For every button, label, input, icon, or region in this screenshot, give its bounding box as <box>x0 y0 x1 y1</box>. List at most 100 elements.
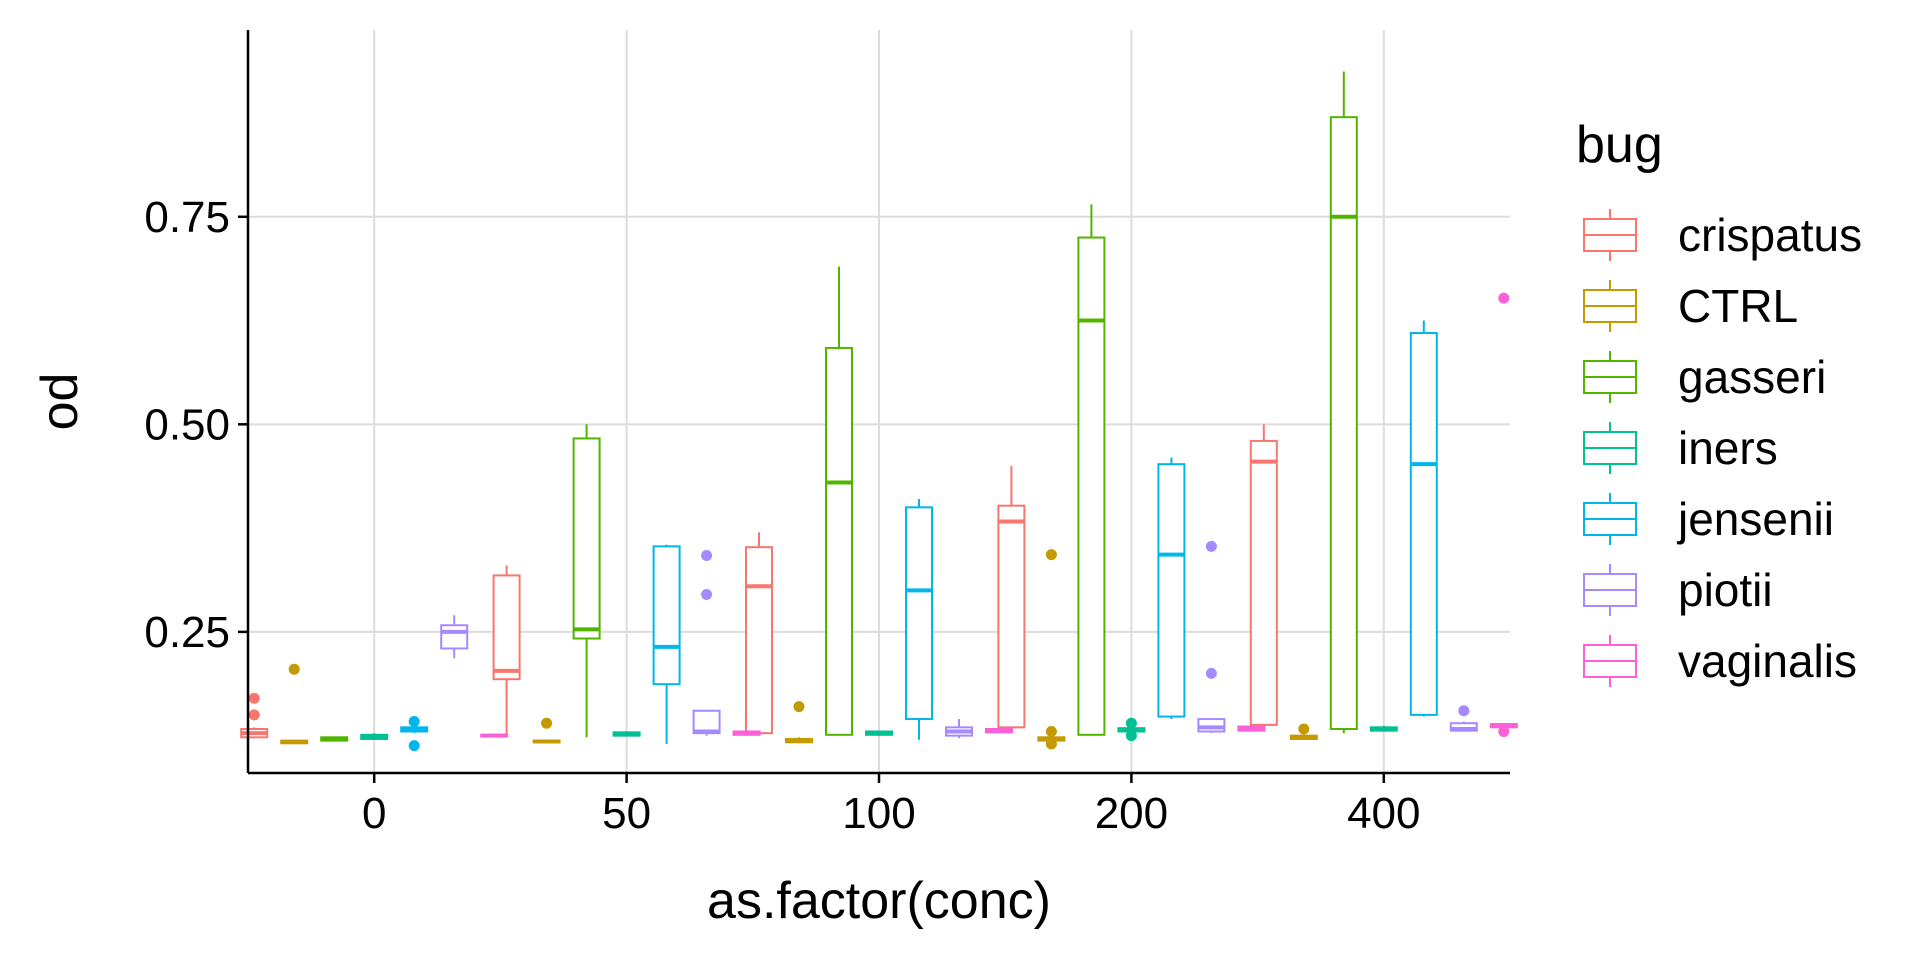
outlier-point <box>1498 292 1510 304</box>
outlier-point <box>248 692 260 704</box>
box-iners-0 <box>360 733 389 740</box>
box-iqr <box>745 546 773 735</box>
outlier-point <box>1458 705 1470 717</box>
x-tick-label: 0 <box>362 789 386 838</box>
legend-item-piotii: piotii <box>1583 564 1773 616</box>
box-iqr <box>1157 463 1186 718</box>
box-iqr <box>652 545 681 686</box>
box-CTRL-200 <box>1037 549 1066 750</box>
box-gasseri-200 <box>1077 204 1106 736</box>
series-vaginalis <box>480 292 1518 738</box>
box-iqr <box>1409 332 1438 716</box>
y-tick-label: 0.50 <box>144 400 230 449</box>
box-vaginalis-50 <box>732 729 761 736</box>
box-jensenii-50 <box>652 544 681 744</box>
box-iqr <box>572 437 601 640</box>
legend-item-gasseri: gasseri <box>1583 351 1826 403</box>
outlier-point <box>1205 667 1217 679</box>
outlier-point <box>248 709 260 721</box>
box-iqr <box>1077 236 1106 736</box>
legend-label: CTRL <box>1678 280 1798 332</box>
legend-label: piotii <box>1678 564 1773 616</box>
legend-label: gasseri <box>1678 351 1826 403</box>
box-iqr <box>440 624 469 650</box>
series-CTRL <box>280 549 1318 750</box>
outlier-point <box>1298 723 1310 735</box>
outlier-point <box>1498 725 1510 737</box>
box-iners-100 <box>865 730 893 736</box>
legend: crispatus CTRL gasseri iners jensenii piotii v… <box>1583 209 1862 687</box>
box-iqr <box>997 504 1026 729</box>
x-tick-label: 200 <box>1095 789 1168 838</box>
outlier-point <box>408 716 420 728</box>
outlier-point <box>1125 717 1137 729</box>
outlier-point <box>1125 730 1137 742</box>
box-iqr <box>1329 116 1358 731</box>
series-iners <box>360 717 1398 742</box>
box-iqr <box>1249 439 1278 726</box>
legend-item-iners: iners <box>1583 422 1778 474</box>
box-CTRL-0 <box>280 663 309 745</box>
box-piotii-50 <box>692 549 721 736</box>
box-vaginalis-0 <box>480 733 509 738</box>
box-piotii-0 <box>440 615 469 659</box>
series-piotii <box>440 540 1478 739</box>
box-jensenii-400 <box>1409 320 1438 717</box>
outlier-point <box>541 717 553 729</box>
box-iqr <box>1197 718 1226 733</box>
box-series <box>240 71 1518 752</box>
legend-item-CTRL: CTRL <box>1583 280 1798 332</box>
outlier-point <box>1045 738 1057 750</box>
legend-label: crispatus <box>1678 209 1862 261</box>
outlier-point <box>1045 725 1057 737</box>
box-gasseri-0 <box>320 736 349 742</box>
legend-label: iners <box>1678 422 1778 474</box>
outlier-point <box>408 740 420 752</box>
outlier-point <box>701 589 713 601</box>
box-CTRL-100 <box>785 701 813 744</box>
box-iners-400 <box>1369 725 1398 732</box>
y-tick-label: 0.75 <box>144 193 230 242</box>
box-iqr <box>905 506 933 721</box>
box-crispatus-50 <box>492 565 521 738</box>
box-gasseri-400 <box>1329 71 1358 734</box>
box-jensenii-200 <box>1157 457 1186 720</box>
box-gasseri-50 <box>572 424 601 738</box>
legend-label: vaginalis <box>1678 635 1857 687</box>
legend-item-jensenii: jensenii <box>1583 493 1834 545</box>
legend-title: bug <box>1576 116 1663 174</box>
outlier-point <box>701 549 713 561</box>
legend-label: jensenii <box>1676 493 1834 545</box>
box-piotii-100 <box>945 719 973 739</box>
box-CTRL-50 <box>532 717 561 744</box>
box-crispatus-400 <box>1249 424 1278 726</box>
box-CTRL-400 <box>1289 723 1318 740</box>
y-tick-label: 0.25 <box>144 608 230 657</box>
outlier-point <box>288 663 300 675</box>
x-tick-label: 100 <box>842 789 915 838</box>
x-tick-label: 400 <box>1347 789 1420 838</box>
box-iqr <box>492 574 521 681</box>
legend-item-crispatus: crispatus <box>1583 209 1862 261</box>
box-jensenii-0 <box>400 716 429 752</box>
box-gasseri-100 <box>825 266 853 736</box>
series-crispatus <box>240 424 1278 739</box>
legend-item-vaginalis: vaginalis <box>1583 635 1857 687</box>
outlier-point <box>793 701 805 713</box>
series-gasseri <box>320 71 1358 742</box>
outlier-point <box>1045 549 1057 561</box>
box-piotii-200 <box>1197 540 1226 734</box>
y-axis-title: od <box>31 373 89 431</box>
box-piotii-400 <box>1449 705 1478 732</box>
x-tick-label: 50 <box>602 789 651 838</box>
x-axis-title: as.factor(conc) <box>707 872 1051 930</box>
box-crispatus-200 <box>997 465 1026 729</box>
outlier-point <box>1205 540 1217 552</box>
box-iqr <box>825 346 853 736</box>
tick-labels: 0.25 0.50 0.75 0 50 100 200 400 <box>144 193 1420 838</box>
box-iners-200 <box>1117 717 1146 742</box>
box-vaginalis-400 <box>1489 292 1518 737</box>
box-vaginalis-100 <box>985 728 1013 734</box>
